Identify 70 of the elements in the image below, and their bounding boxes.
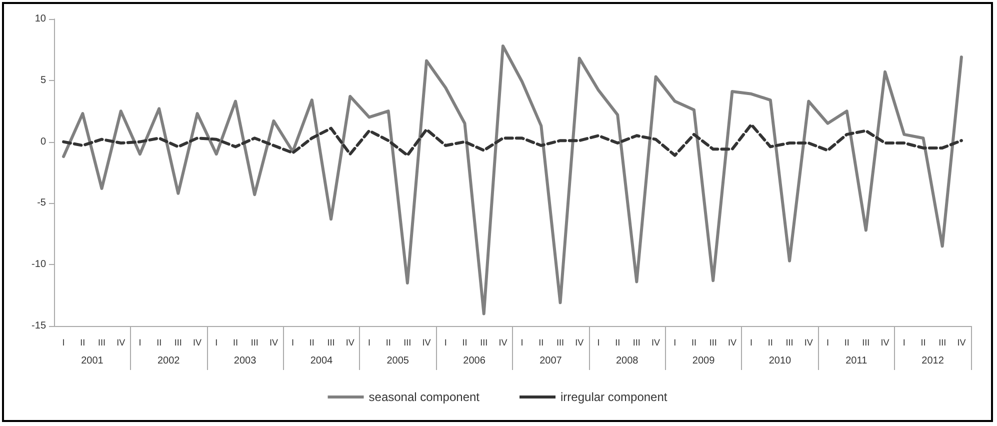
x-tick-label: IV xyxy=(269,338,278,348)
x-tick-label: I xyxy=(444,338,447,348)
x-tick-label: II xyxy=(462,338,468,348)
x-tick-label: II xyxy=(691,338,696,348)
x-tick-label: II xyxy=(920,338,926,348)
x-tick-label: II xyxy=(232,338,238,348)
x-tick-label: III xyxy=(480,338,488,348)
x-tick-label: III xyxy=(404,338,412,348)
y-tick-label: -15 xyxy=(32,320,46,332)
text: 2001 xyxy=(81,356,104,366)
legend-label: seasonal component xyxy=(368,390,480,404)
x-tick-label: II xyxy=(844,338,850,348)
legend-label: irregular component xyxy=(560,390,668,404)
x-tick-label: III xyxy=(556,338,564,348)
text: 2004 xyxy=(310,356,334,366)
x-tick-label: I xyxy=(520,338,524,348)
x-tick-label: III xyxy=(862,338,870,348)
y-tick-label: -5 xyxy=(37,198,46,209)
text: 2002 xyxy=(158,356,180,366)
y-tick-label: 5 xyxy=(40,74,46,86)
x-tick-label: IV xyxy=(728,338,736,348)
x-tick-label: II xyxy=(615,338,620,348)
x-tick-label: IV xyxy=(880,338,890,348)
x-tick-label: IV xyxy=(346,338,354,348)
text: 2006 xyxy=(463,356,486,366)
line-series xyxy=(62,44,963,316)
x-tick-label: II xyxy=(538,338,544,348)
text: 2003 xyxy=(234,356,257,366)
x-tick-label: III xyxy=(327,338,335,348)
x-tick-label: I xyxy=(750,338,753,348)
x-tick-label: IV xyxy=(498,338,508,348)
x-tick-label: I xyxy=(674,338,676,348)
y-tick-label: -10 xyxy=(32,259,46,270)
text: 2009 xyxy=(692,356,716,366)
x-tick-label: III xyxy=(98,338,106,348)
x-tick-label: III xyxy=(938,338,946,348)
x-tick-label: I xyxy=(902,338,906,348)
x-tick-label: IV xyxy=(652,338,660,348)
x-tick-label: IV xyxy=(193,338,202,348)
x-tick-label: III xyxy=(709,338,717,348)
x-tick-label: I xyxy=(138,338,142,348)
x-tick-label: IV xyxy=(804,338,813,348)
x-tick-label: III xyxy=(786,338,794,348)
x-tick-label: II xyxy=(309,338,314,348)
x-tick-label: I xyxy=(62,338,65,348)
text: 2010 xyxy=(768,356,792,366)
y-tick-label: 0 xyxy=(40,136,46,148)
x-tick-label: IV xyxy=(422,338,431,348)
text: 2012 xyxy=(922,356,944,366)
line-series xyxy=(62,123,963,157)
x-tick-label: I xyxy=(215,338,218,348)
x-tick-label: IV xyxy=(575,338,584,348)
x-tick-label: I xyxy=(597,338,600,348)
x-tick-label: I xyxy=(368,338,370,348)
x-tick-label: IV xyxy=(116,338,126,348)
text: 2011 xyxy=(846,356,868,366)
x-tick-label: III xyxy=(250,338,258,348)
x-tick-label: II xyxy=(768,338,773,348)
x-tick-label: III xyxy=(632,338,640,348)
x-tick-label: II xyxy=(386,338,391,348)
x-tick-label: I xyxy=(292,338,294,348)
x-tick-label: I xyxy=(826,338,829,348)
x-tick-label: III xyxy=(174,338,182,348)
text: 2008 xyxy=(616,356,639,366)
x-tick-label: II xyxy=(156,338,162,348)
y-tick-label: 10 xyxy=(34,14,46,24)
text: 2005 xyxy=(386,356,410,366)
x-tick-label: IV xyxy=(957,338,966,348)
text: 2007 xyxy=(540,356,562,366)
x-tick-label: II xyxy=(80,338,86,348)
